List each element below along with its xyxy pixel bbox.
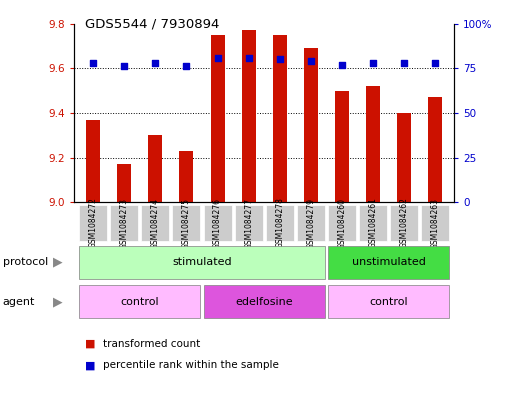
Text: ■: ■ bbox=[85, 360, 95, 371]
Bar bbox=[204, 285, 325, 318]
Bar bbox=[117, 164, 131, 202]
Text: edelfosine: edelfosine bbox=[235, 297, 293, 307]
Bar bbox=[204, 205, 231, 241]
Point bbox=[151, 60, 160, 66]
Bar bbox=[328, 205, 356, 241]
Bar bbox=[428, 97, 442, 202]
Point bbox=[89, 60, 97, 66]
Bar bbox=[335, 91, 349, 202]
Bar bbox=[79, 205, 107, 241]
Text: GSM1084279: GSM1084279 bbox=[306, 198, 315, 248]
Bar bbox=[172, 205, 201, 241]
Bar bbox=[180, 151, 193, 202]
Bar bbox=[79, 246, 325, 279]
Bar bbox=[297, 205, 325, 241]
Point bbox=[182, 63, 190, 70]
Text: ■: ■ bbox=[85, 339, 95, 349]
Point bbox=[338, 62, 346, 68]
Bar bbox=[366, 86, 380, 202]
Text: transformed count: transformed count bbox=[103, 339, 200, 349]
Text: GSM1084263: GSM1084263 bbox=[431, 198, 440, 248]
Bar bbox=[148, 135, 162, 202]
Text: ▶: ▶ bbox=[53, 295, 62, 308]
Text: GSM1084260: GSM1084260 bbox=[338, 198, 346, 248]
Bar bbox=[397, 113, 411, 202]
Text: protocol: protocol bbox=[3, 257, 48, 267]
Bar bbox=[328, 246, 449, 279]
Bar bbox=[266, 205, 294, 241]
Text: GSM1084262: GSM1084262 bbox=[400, 198, 409, 248]
Text: ▶: ▶ bbox=[53, 256, 62, 269]
Text: GSM1084273: GSM1084273 bbox=[120, 198, 129, 248]
Bar bbox=[210, 35, 225, 202]
Text: GDS5544 / 7930894: GDS5544 / 7930894 bbox=[85, 18, 219, 31]
Bar bbox=[234, 205, 263, 241]
Text: agent: agent bbox=[3, 297, 35, 307]
Point bbox=[369, 60, 377, 66]
Bar bbox=[79, 285, 201, 318]
Text: stimulated: stimulated bbox=[172, 257, 232, 267]
Bar bbox=[421, 205, 449, 241]
Text: GSM1084274: GSM1084274 bbox=[151, 198, 160, 248]
Text: control: control bbox=[121, 297, 159, 307]
Bar bbox=[359, 205, 387, 241]
Point bbox=[245, 54, 253, 61]
Bar bbox=[110, 205, 138, 241]
Bar bbox=[304, 48, 318, 202]
Text: GSM1084277: GSM1084277 bbox=[244, 198, 253, 248]
Text: GSM1084261: GSM1084261 bbox=[369, 198, 378, 248]
Point bbox=[120, 63, 128, 70]
Point bbox=[431, 60, 440, 66]
Bar bbox=[141, 205, 169, 241]
Bar bbox=[242, 30, 255, 202]
Text: control: control bbox=[369, 297, 408, 307]
Point bbox=[400, 60, 408, 66]
Point bbox=[213, 54, 222, 61]
Point bbox=[307, 58, 315, 64]
Point bbox=[275, 56, 284, 62]
Text: GSM1084278: GSM1084278 bbox=[275, 198, 284, 248]
Bar bbox=[390, 205, 418, 241]
Text: GSM1084272: GSM1084272 bbox=[89, 198, 97, 248]
Bar bbox=[86, 120, 100, 202]
Bar bbox=[328, 285, 449, 318]
Bar bbox=[273, 35, 287, 202]
Text: GSM1084276: GSM1084276 bbox=[213, 198, 222, 248]
Text: GSM1084275: GSM1084275 bbox=[182, 198, 191, 248]
Text: percentile rank within the sample: percentile rank within the sample bbox=[103, 360, 279, 371]
Text: unstimulated: unstimulated bbox=[352, 257, 426, 267]
